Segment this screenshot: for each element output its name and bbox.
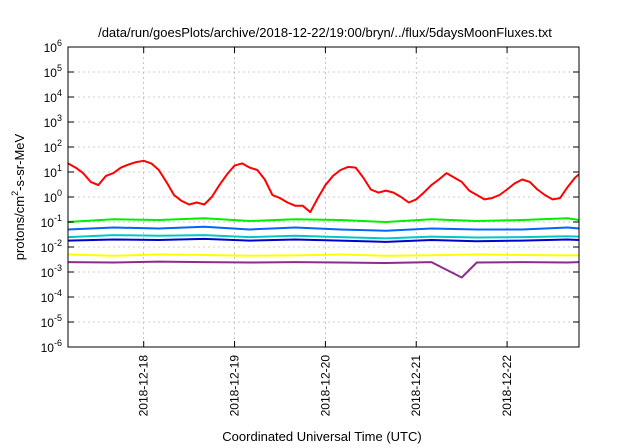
y-tick-label-base: 10 [44, 41, 58, 55]
y-tick-label-base: 10 [44, 141, 58, 155]
y-tick-label-exp: 5 [57, 63, 62, 73]
series-line [67, 260, 580, 279]
y-tick-label-exp: -6 [54, 338, 62, 348]
y-tick-label-base: 10 [41, 341, 55, 355]
y-tick-label: 10-1 [41, 213, 62, 230]
y-tick-label-base: 10 [41, 316, 55, 330]
y-tick-label: 10-4 [41, 288, 62, 305]
y-axis-label-pre: protons/cm [12, 196, 27, 260]
y-tick-label-base: 10 [44, 91, 58, 105]
y-tick-label: 100 [44, 188, 62, 205]
series-line [67, 234, 580, 240]
y-tick-label-base: 10 [44, 116, 58, 130]
series-group [67, 159, 580, 279]
y-tick-label-base: 10 [41, 291, 55, 305]
y-axis-label: protons/cm2-s-sr-MeV [10, 133, 27, 260]
y-tick-label-base: 10 [41, 266, 55, 280]
x-axis-label: Coordinated Universal Time (UTC) [222, 429, 421, 444]
x-tick-label: 2018-12-20 [318, 355, 332, 417]
y-tick-label-exp: 6 [57, 38, 62, 48]
y-tick-label-base: 10 [41, 241, 55, 255]
series-line [67, 253, 580, 257]
chart-title: /data/run/goesPlots/archive/2018-12-22/1… [98, 25, 552, 40]
y-tick-label-exp: 1 [57, 163, 62, 173]
y-axis: 10-610-510-410-310-210-11001011021031041… [41, 38, 579, 355]
x-tick-label: 2018-12-22 [500, 355, 514, 417]
y-tick-label: 10-2 [41, 238, 62, 255]
series-line [67, 237, 580, 243]
series-line [67, 217, 580, 223]
y-tick-label-exp: 4 [57, 88, 62, 98]
y-tick-label-exp: 0 [57, 188, 62, 198]
y-tick-label-base: 10 [44, 166, 58, 180]
y-tick-label: 104 [44, 88, 62, 105]
y-tick-label-exp: 3 [57, 113, 62, 123]
series-line [67, 225, 580, 232]
y-tick-label-exp: -2 [54, 238, 62, 248]
x-tick-label: 2018-12-18 [137, 355, 151, 417]
y-tick-label: 101 [44, 163, 62, 180]
y-tick-label: 10-6 [41, 338, 62, 355]
grid [68, 47, 579, 347]
y-tick-label-base: 10 [41, 216, 55, 230]
y-tick-label: 10-5 [41, 313, 62, 330]
y-axis-label-post: -s-sr-MeV [12, 133, 27, 190]
y-tick-label: 106 [44, 38, 62, 55]
y-tick-label: 10-3 [41, 263, 62, 280]
y-tick-label-base: 10 [44, 191, 58, 205]
y-tick-label: 105 [44, 63, 62, 80]
y-tick-label: 102 [44, 138, 62, 155]
series-line [67, 159, 580, 214]
y-tick-label-exp: 2 [57, 138, 62, 148]
x-tick-label: 2018-12-21 [409, 355, 423, 417]
y-tick-label-exp: -3 [54, 263, 62, 273]
y-tick-label-exp: -4 [54, 288, 62, 298]
x-tick-label: 2018-12-19 [228, 355, 242, 417]
y-axis-label-sup: 2 [10, 191, 20, 196]
y-tick-label: 103 [44, 113, 62, 130]
y-tick-label-base: 10 [44, 66, 58, 80]
y-tick-label-exp: -5 [54, 313, 62, 323]
x-axis: 2018-12-18 2018-12-19 2018-12-20 2018-12-21… [137, 47, 514, 416]
y-tick-label-exp: -1 [54, 213, 62, 223]
